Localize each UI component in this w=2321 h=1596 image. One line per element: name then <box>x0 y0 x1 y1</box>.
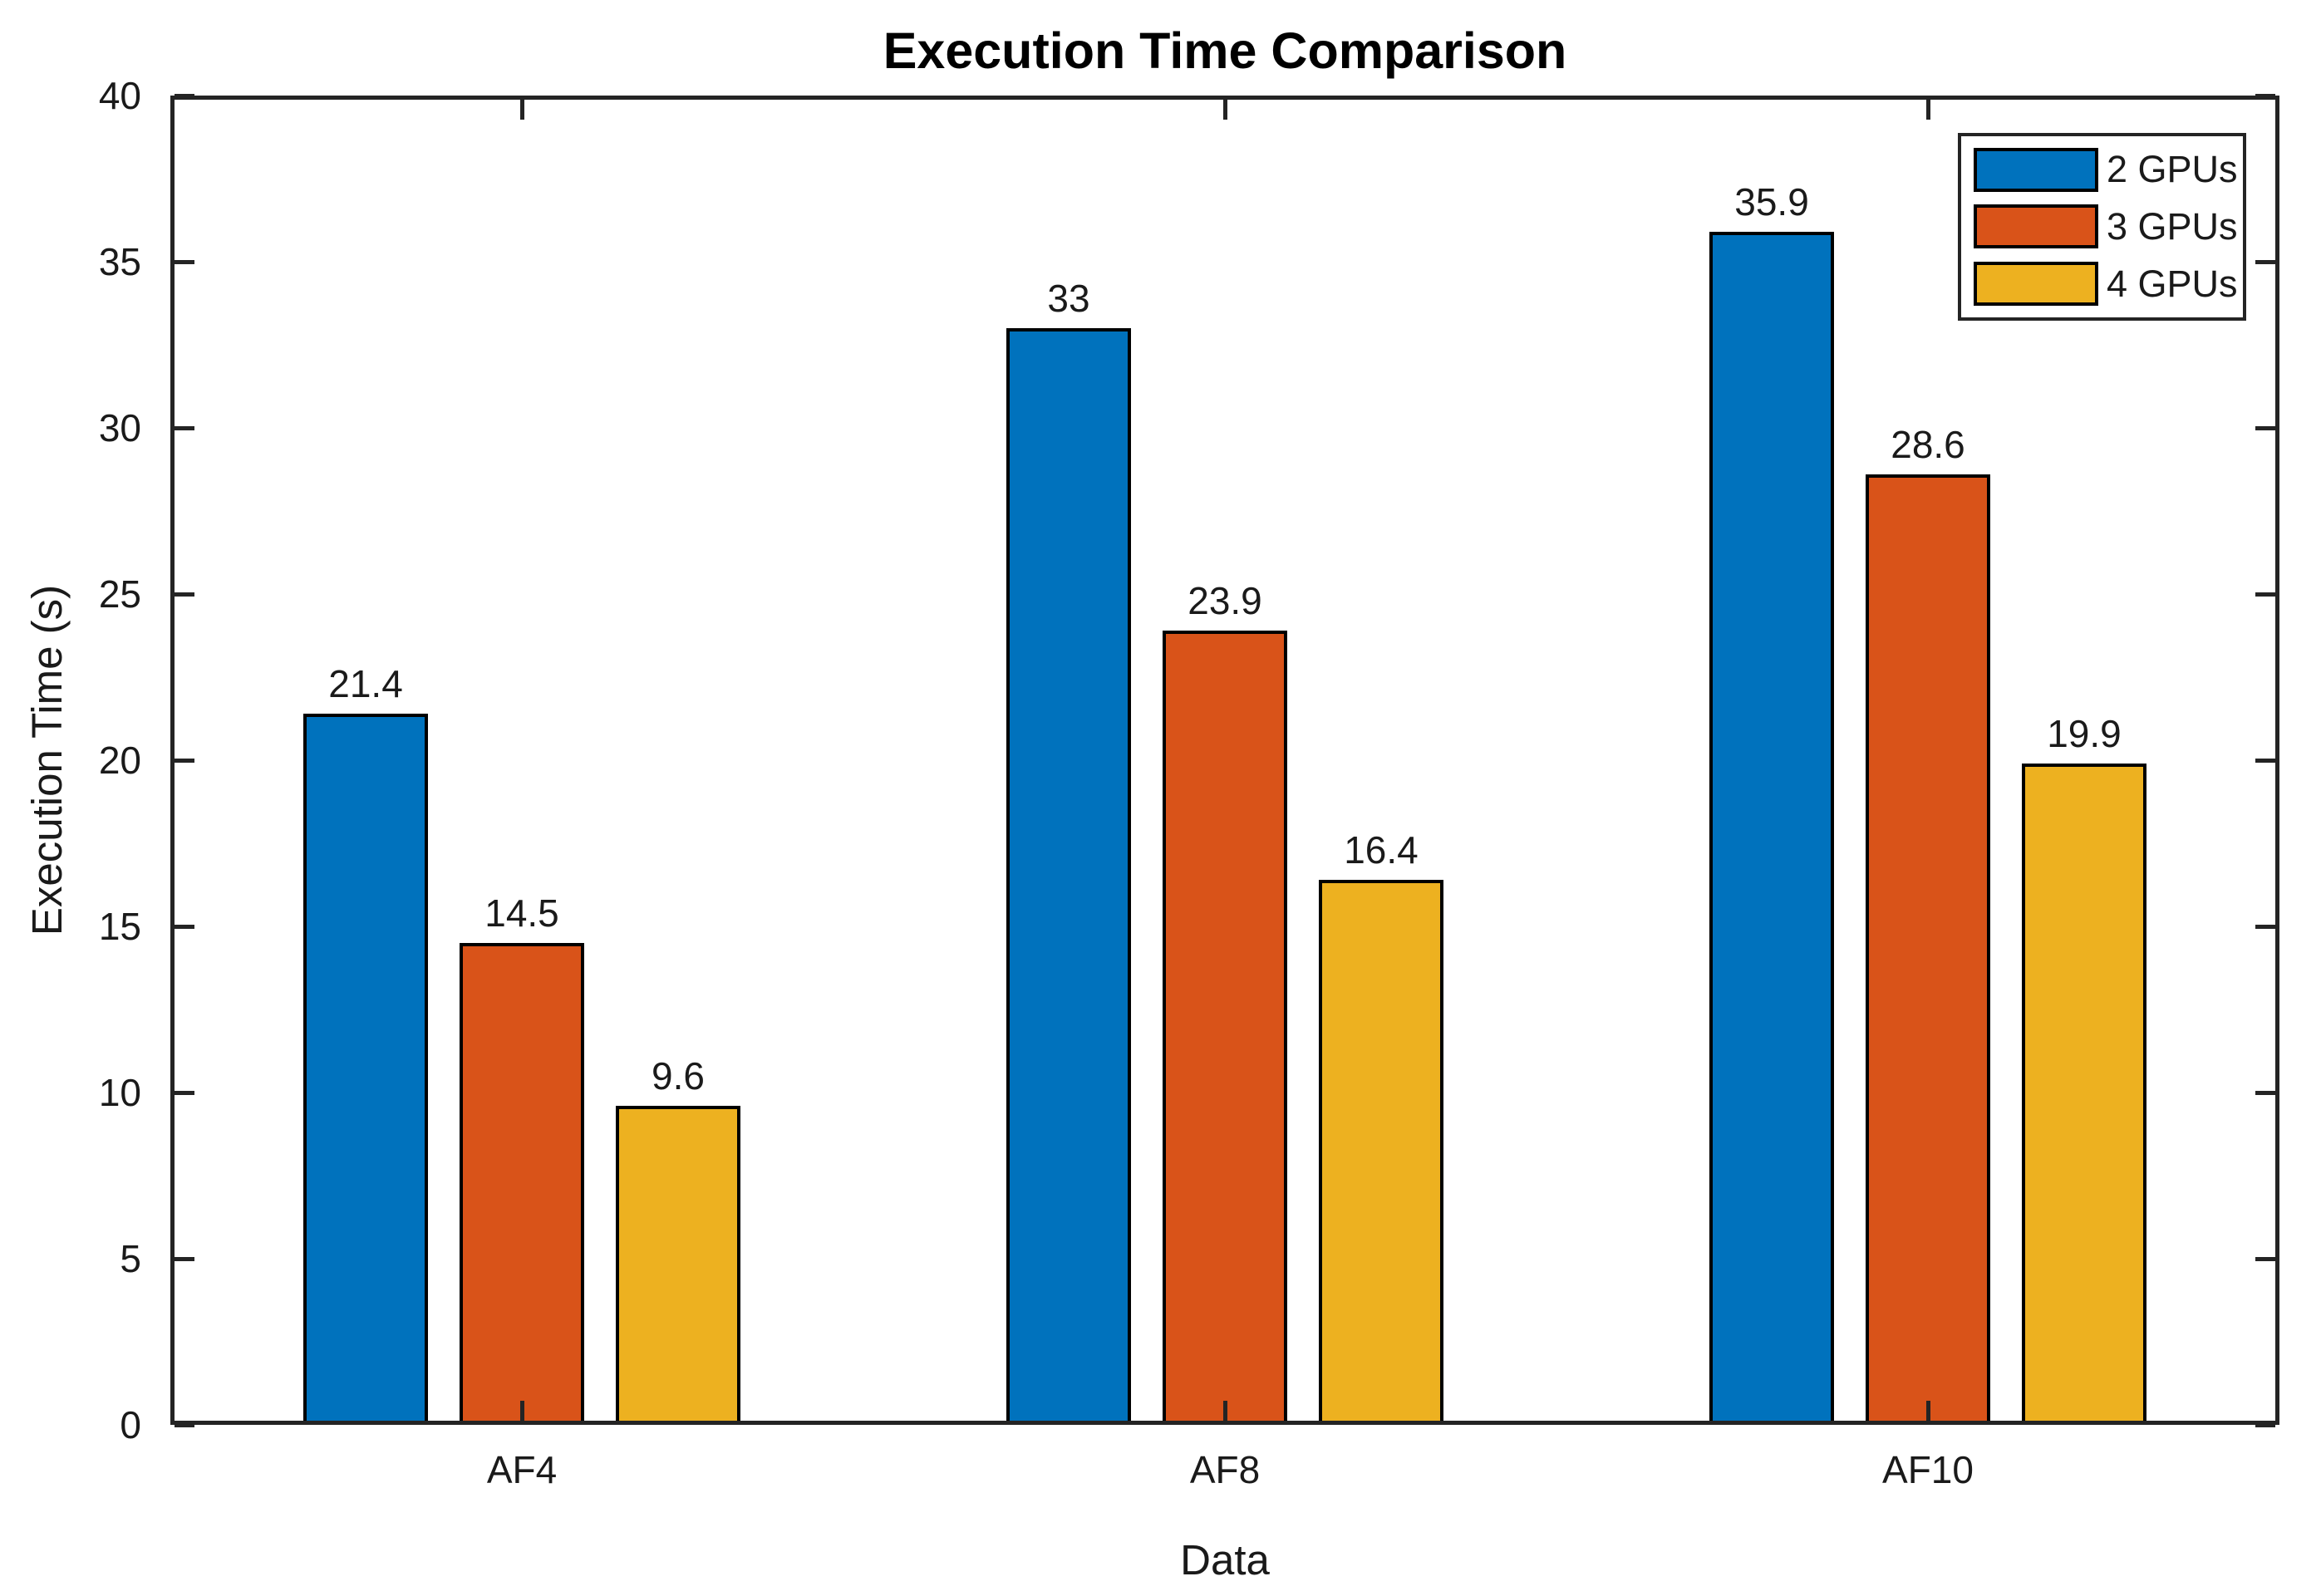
x-tick <box>1925 1401 1930 1421</box>
y-tick-label: 5 <box>120 1237 141 1280</box>
y-tick-mirror <box>2255 758 2275 763</box>
legend-item-label: 3 GPUs <box>2107 204 2238 248</box>
y-tick <box>175 924 194 929</box>
legend-swatch <box>1974 262 2098 307</box>
legend-item-3-gpus: 3 GPUs <box>1961 204 2243 249</box>
legend-item-2-gpus: 2 GPUs <box>1961 147 2243 192</box>
legend-item-4-gpus: 4 GPUs <box>1961 262 2243 307</box>
bar-value-label: 28.6 <box>1891 423 1965 466</box>
y-tick-label: 30 <box>98 406 141 449</box>
legend-swatch <box>1974 204 2098 249</box>
bar-af4-3-gpus <box>460 943 584 1425</box>
y-tick-mirror <box>2255 1090 2275 1095</box>
bar-af10-3-gpus <box>1866 474 1990 1425</box>
bar-af8-2-gpus <box>1006 328 1132 1425</box>
bar-af8-3-gpus <box>1163 631 1287 1425</box>
chart-title: Execution Time Comparison <box>883 22 1567 79</box>
bar-value-label: 35.9 <box>1734 180 1809 223</box>
bar-value-label: 19.9 <box>2047 712 2122 755</box>
y-tick-mirror <box>2255 259 2275 264</box>
x-tick-label: AF10 <box>1882 1448 1974 1491</box>
y-tick-label: 10 <box>98 1071 141 1114</box>
bar-value-label: 23.9 <box>1188 579 1262 622</box>
y-tick <box>175 592 194 597</box>
y-tick <box>175 1422 194 1427</box>
bar-value-label: 14.5 <box>484 891 559 935</box>
y-tick <box>175 93 194 98</box>
y-tick-label: 40 <box>98 74 141 117</box>
bar-af8-4-gpus <box>1318 880 1443 1425</box>
legend: 2 GPUs 3 GPUs 4 GPUs <box>1958 133 2246 321</box>
y-tick <box>175 1256 194 1261</box>
bar-af10-2-gpus <box>1709 232 1835 1425</box>
bar-af4-4-gpus <box>615 1106 740 1425</box>
y-tick-label: 20 <box>98 739 141 782</box>
y-tick-label: 35 <box>98 240 141 283</box>
legend-item-label: 4 GPUs <box>2107 262 2238 305</box>
x-tick-mirror <box>1222 100 1227 120</box>
legend-swatch <box>1974 147 2098 192</box>
bar-value-label: 33 <box>1047 277 1090 320</box>
y-tick-label: 15 <box>98 905 141 948</box>
y-tick <box>175 425 194 430</box>
y-tick-mirror <box>2255 1256 2275 1261</box>
bar-af10-4-gpus <box>2021 764 2146 1425</box>
bar-value-label: 9.6 <box>651 1054 705 1098</box>
x-tick <box>1222 1401 1227 1421</box>
y-tick-mirror <box>2255 425 2275 430</box>
bar-value-label: 16.4 <box>1344 828 1419 872</box>
y-tick-mirror <box>2255 93 2275 98</box>
bar-value-label: 21.4 <box>328 662 403 705</box>
y-tick <box>175 758 194 763</box>
plot-area: 2 GPUs 3 GPUs 4 GPUs 21.4 14.5 9.6 33 23.9 16.4… <box>170 93 2279 1427</box>
y-tick-label: 25 <box>98 572 141 616</box>
x-tick-mirror <box>1925 100 1930 120</box>
legend-item-label: 2 GPUs <box>2107 148 2238 191</box>
x-tick <box>519 1401 524 1421</box>
bar-af4-2-gpus <box>303 714 429 1425</box>
y-tick-label: 0 <box>120 1403 141 1446</box>
x-tick-mirror <box>519 100 524 120</box>
y-tick <box>175 259 194 264</box>
x-axis-label: Data <box>1180 1536 1270 1584</box>
x-tick-label: AF8 <box>1189 1448 1261 1491</box>
x-tick-label: AF4 <box>486 1448 558 1491</box>
y-tick <box>175 1090 194 1095</box>
y-tick-mirror <box>2255 924 2275 929</box>
y-tick-mirror <box>2255 1422 2275 1427</box>
y-tick-mirror <box>2255 592 2275 597</box>
